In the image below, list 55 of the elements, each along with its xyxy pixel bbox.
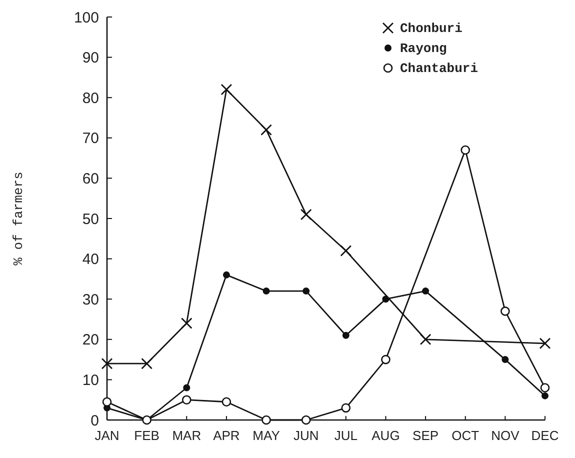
x-tick-label: MAR xyxy=(172,428,202,443)
point xyxy=(540,383,550,392)
point xyxy=(262,415,271,425)
point xyxy=(182,395,192,404)
point xyxy=(220,84,232,96)
point xyxy=(260,124,272,136)
point xyxy=(300,208,312,220)
x-tick-label: FEB xyxy=(134,428,160,443)
y-tick-label: 40 xyxy=(82,251,99,268)
legend-label: Rayong xyxy=(400,41,448,56)
y-tick-label: 80 xyxy=(82,90,99,107)
point xyxy=(262,288,270,295)
y-tick-label: 10 xyxy=(82,372,99,389)
point xyxy=(222,271,230,278)
x-tick-label: OCT xyxy=(452,428,480,443)
point xyxy=(102,397,112,407)
y-tick-label: 0 xyxy=(90,412,99,430)
y-tick-label: 90 xyxy=(82,50,99,67)
y-axis-title: % of farmers xyxy=(11,172,26,266)
point xyxy=(222,397,232,407)
point xyxy=(301,415,311,425)
point xyxy=(502,356,509,364)
point xyxy=(542,392,548,400)
x-tick-label: APR xyxy=(213,428,240,443)
x-tick-label: SEP xyxy=(412,428,439,443)
point xyxy=(101,358,113,370)
point xyxy=(539,338,551,350)
y-tick-label: 60 xyxy=(82,170,99,188)
point xyxy=(382,296,390,303)
point xyxy=(340,245,352,256)
x-tick-label: JUL xyxy=(334,428,358,443)
point xyxy=(302,288,310,295)
y-tick-label: 20 xyxy=(82,332,99,349)
point xyxy=(422,288,430,295)
x-tick-label: JUN xyxy=(293,428,319,443)
y-tick-label: 100 xyxy=(74,9,99,26)
x-tick-label: JAN xyxy=(94,428,120,443)
y-tick-label: 70 xyxy=(82,130,99,148)
point xyxy=(180,318,192,329)
y-tick-label: 30 xyxy=(82,291,99,308)
x-tick-label: AUG xyxy=(372,428,400,443)
point xyxy=(460,145,470,155)
point xyxy=(183,384,190,392)
point xyxy=(141,358,153,370)
legend-label: Chantaburi xyxy=(400,61,478,76)
point xyxy=(381,354,390,364)
point xyxy=(420,334,432,346)
legend-label: Chonburi xyxy=(400,21,463,36)
point xyxy=(500,306,510,316)
y-tick-label: 50 xyxy=(82,210,99,228)
x-tick-label: DEC xyxy=(531,428,559,443)
x-tick-label: MAY xyxy=(252,428,280,443)
x-tick-label: NOV xyxy=(491,428,520,443)
point xyxy=(341,403,351,413)
point xyxy=(342,332,350,339)
